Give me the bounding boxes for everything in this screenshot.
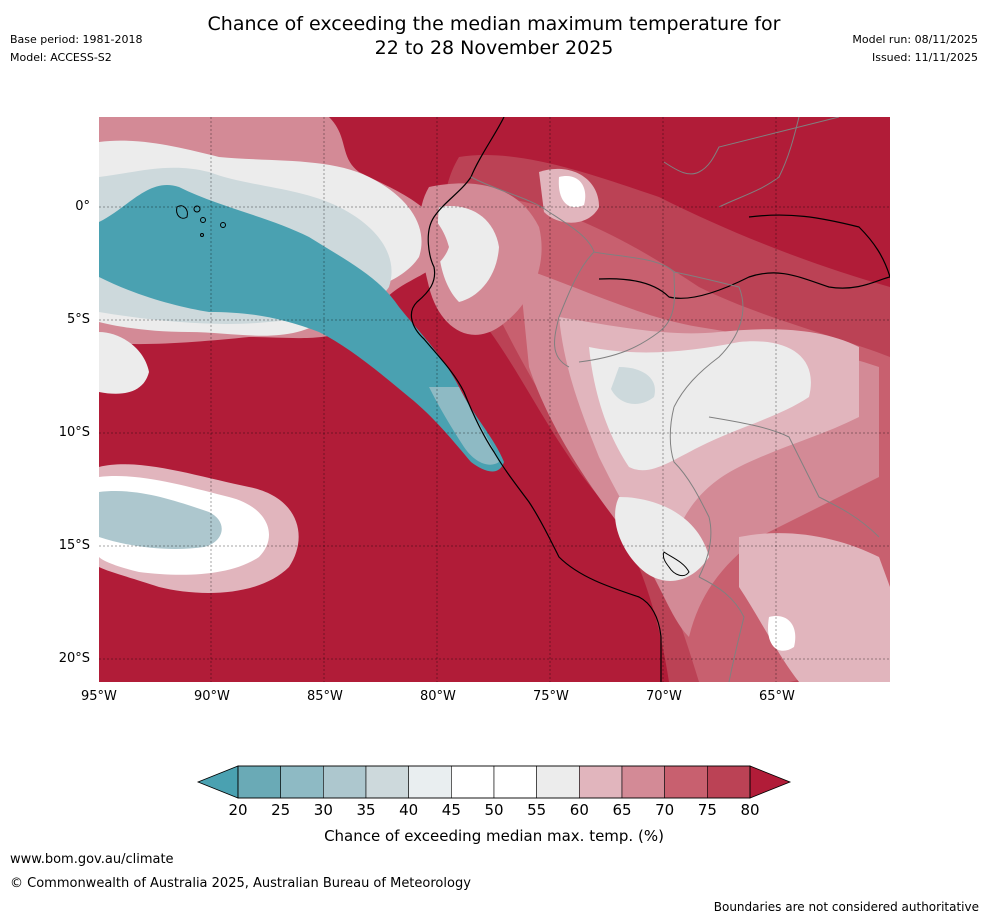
title-line-2: 22 to 28 November 2025 (374, 37, 614, 59)
footer-disclaimer: Boundaries are not considered authoritat… (713, 900, 979, 914)
colorbar-segment (365, 765, 409, 799)
colorbar-tick: 20 (228, 801, 248, 819)
colorbar-segment (664, 765, 708, 799)
colorbar-tick: 40 (399, 801, 419, 819)
coastline (410, 117, 662, 682)
field-w-55 (99, 332, 149, 394)
colorbar-segment (323, 765, 367, 799)
field-se-50 (768, 616, 796, 651)
base-period: Base period: 1981-2018 (10, 33, 143, 46)
lat-tick-0: 0° (75, 199, 90, 214)
field-south-55 (615, 497, 709, 581)
field-cold-tongue-20 (99, 185, 504, 472)
issued-date: Issued: 11/11/2025 (871, 51, 978, 64)
lon-tick-6: 65°W (759, 689, 795, 704)
colorbar-segment (237, 765, 281, 799)
meta-right: Model run: 08/11/2025 Issued: 11/11/2025 (852, 31, 978, 67)
field-top-55 (558, 176, 586, 208)
colorbar-tick: 30 (313, 801, 333, 819)
footer-url[interactable]: www.bom.gov.au/climate (10, 852, 174, 867)
colorbar-under-arrow (196, 765, 239, 799)
lon-tick-0: 95°W (81, 689, 117, 704)
colorbar-segment (579, 765, 623, 799)
colorbar-tick: 50 (484, 801, 504, 819)
colorbar-tick: 65 (612, 801, 632, 819)
lat-tick-2: 10°S (58, 425, 90, 440)
colorbar-segment (451, 765, 495, 799)
colorbar-tick: 60 (569, 801, 589, 819)
colorbar-over-arrow (749, 765, 792, 799)
galapagos-islands (176, 205, 226, 237)
field-north-55 (437, 206, 499, 302)
lon-tick-3: 80°W (420, 689, 456, 704)
colorbar-segment (621, 765, 665, 799)
lat-tick-1: 5°S (66, 312, 90, 327)
model-name: Model: ACCESS-S2 (10, 51, 112, 64)
lat-tick-4: 20°S (58, 651, 90, 666)
meta-left: Base period: 1981-2018 Model: ACCESS-S2 (10, 31, 142, 67)
country-borders (470, 117, 880, 682)
title-line-1: Chance of exceeding the median maximum t… (207, 13, 781, 35)
lon-tick-4: 75°W (533, 689, 569, 704)
colorbar-tick: 55 (527, 801, 547, 819)
colorbar-segment (408, 765, 452, 799)
colorbar-tick: 80 (740, 801, 760, 819)
forecast-map (99, 117, 890, 682)
colorbar-segment (536, 765, 580, 799)
amazon-river (598, 272, 890, 299)
lon-tick-1: 90°W (194, 689, 230, 704)
colorbar-tick: 70 (655, 801, 675, 819)
colorbar (196, 765, 792, 799)
field-cold-tongue-30 (429, 387, 499, 465)
river-north (748, 214, 890, 278)
lat-tick-3: 15°S (58, 538, 90, 553)
lon-tick-2: 85°W (307, 689, 343, 704)
colorbar-tick: 75 (697, 801, 717, 819)
colorbar-tick: 35 (356, 801, 376, 819)
footer-copyright: © Commonwealth of Australia 2025, Austra… (10, 876, 471, 891)
map-title: Chance of exceeding the median maximum t… (0, 12, 988, 60)
field-inland-40 (611, 367, 655, 404)
colorbar-tick: 45 (441, 801, 461, 819)
lake-titicaca (662, 551, 690, 577)
model-run: Model run: 08/11/2025 (852, 33, 978, 46)
colorbar-segment (707, 765, 751, 799)
colorbar-tick: 25 (271, 801, 291, 819)
colorbar-segment (493, 765, 537, 799)
field-sw-35 (99, 491, 222, 549)
colorbar-label: Chance of exceeding median max. temp. (%… (324, 827, 664, 845)
colorbar-segment (280, 765, 324, 799)
lon-tick-5: 70°W (646, 689, 682, 704)
